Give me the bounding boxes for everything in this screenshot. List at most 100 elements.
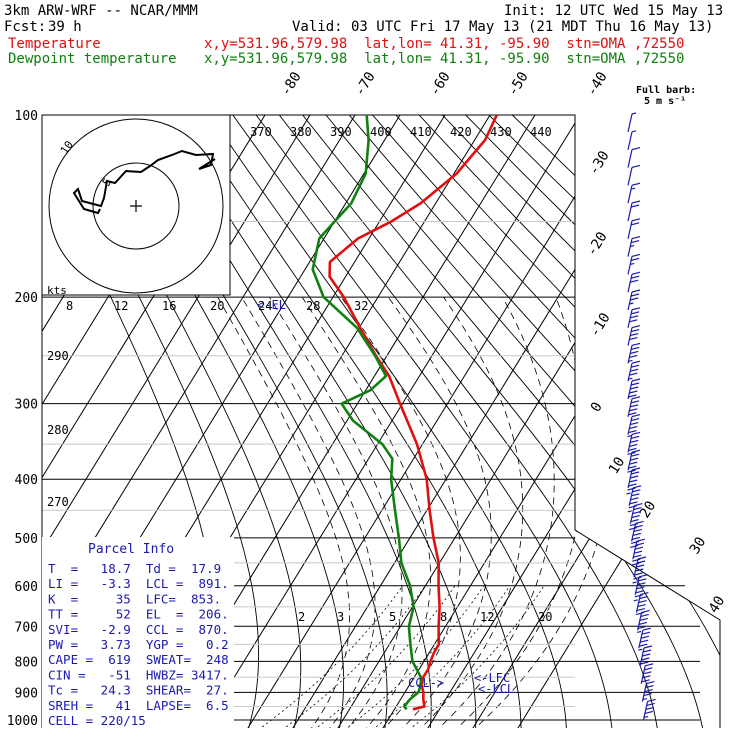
- wind-barb-staff: [627, 256, 633, 275]
- wind-barb-flag: [630, 257, 640, 261]
- wind-barb: [627, 112, 637, 133]
- wind-barb-flag: [634, 503, 643, 507]
- wind-barb-half: [627, 510, 632, 513]
- speed-scale-label: 20: [210, 299, 224, 313]
- parcel-info-row: SREH = 41 LAPSE= 6.5: [48, 698, 229, 713]
- wind-barb-half: [626, 492, 631, 495]
- moist-adiabat-line: [451, 296, 586, 728]
- wind-barb-flag: [628, 505, 637, 509]
- wind-barb-flag: [631, 562, 640, 566]
- wind-barb-flag: [630, 346, 640, 350]
- isotherm-label: 40: [706, 593, 729, 616]
- wind-barb-flag: [639, 639, 649, 643]
- wind-barb-flag: [642, 653, 651, 657]
- parcel-info-row: SVI= -2.9 CCL = 870.: [48, 622, 229, 637]
- wind-barb-staff: [641, 683, 647, 702]
- wind-barb-flag: [642, 649, 652, 653]
- speed-scale-label: 32: [354, 299, 368, 313]
- wind-barb-flag: [629, 408, 638, 412]
- wind-barb-flag: [630, 453, 640, 457]
- wind-barb-flag: [632, 558, 641, 562]
- wind-barb-flag: [630, 386, 639, 390]
- wind-barb-half: [643, 715, 649, 718]
- el-marker: <-EL: [257, 298, 286, 312]
- wind-barb-flag: [629, 390, 638, 394]
- wind-barb-flag: [646, 681, 655, 685]
- wind-barb-flag: [638, 578, 647, 582]
- wind-barb-staff: [629, 505, 635, 524]
- moist-adiabat-line: [469, 297, 616, 728]
- isotherm-label: -70: [352, 69, 379, 99]
- isotherm-line: [379, 115, 720, 728]
- wind-barb-flag: [635, 542, 645, 546]
- mixing-ratio-line: [404, 585, 545, 728]
- wind-barb: [643, 698, 656, 720]
- dry-adiabat-line: [209, 115, 568, 728]
- wind-barb-flag: [641, 609, 650, 613]
- mixing-ratio-label: 12: [480, 610, 494, 624]
- wind-barb-flag: [642, 675, 651, 679]
- speed-scale-label: 8: [66, 299, 73, 313]
- dry-adiabat-line: [185, 115, 522, 728]
- isotherm-line: [42, 115, 356, 728]
- wind-barb: [630, 520, 644, 548]
- wind-barb-flag: [636, 564, 645, 568]
- wind-barb: [627, 182, 641, 204]
- wind-barb-flag: [643, 671, 652, 675]
- wind-barb-staff: [627, 469, 633, 489]
- moist-adiabat-line: [387, 296, 492, 728]
- wind-barb: [627, 236, 641, 257]
- wind-barb: [627, 130, 637, 150]
- wind-barb-flag: [629, 354, 638, 358]
- wind-barb-flag: [628, 447, 637, 451]
- wind-barb-flag: [630, 368, 639, 372]
- mixing-ratio-label: 3: [337, 610, 344, 624]
- wind-barb-staff: [627, 452, 633, 471]
- wind-barb-flag: [633, 554, 642, 558]
- dry-adiabat-line: [92, 115, 345, 728]
- wind-barb-staff: [627, 167, 633, 186]
- wind-barb-flag: [639, 574, 648, 578]
- theta-label: 390: [330, 125, 352, 139]
- isotherm-label: -50: [505, 69, 532, 99]
- dry-adiabat-line: [418, 115, 720, 728]
- barb-legend-title: Full barb:: [636, 85, 696, 96]
- wind-barb: [628, 503, 643, 531]
- wind-barb-flag: [633, 550, 643, 554]
- pressure-tick-label: 300: [15, 398, 38, 413]
- speed-scale-label: 24: [258, 299, 272, 313]
- wind-barb-staff: [627, 398, 633, 417]
- isotherm-label: -40: [584, 69, 611, 99]
- wind-barb: [636, 609, 650, 633]
- pressure-tick-label: 100: [15, 109, 38, 124]
- ccl-marker: CCL->: [408, 676, 444, 690]
- wind-barb: [633, 574, 648, 602]
- wind-barb-flag: [630, 315, 639, 319]
- wind-barb-flag: [632, 532, 642, 536]
- isotherm-label: -20: [584, 229, 611, 259]
- wind-barb-flag: [640, 613, 649, 617]
- mixing-ratio-line: [253, 585, 404, 728]
- dry-adiabat-line: [348, 115, 720, 728]
- wind-barb-flag: [640, 592, 649, 596]
- model-title: 3km ARW-WRF -- NCAR/MMM: [4, 3, 198, 19]
- mixing-ratio-label: 2: [298, 610, 305, 624]
- wind-barb-flag: [639, 617, 648, 621]
- wind-barb-flag: [644, 689, 653, 693]
- wind-barb: [641, 681, 655, 702]
- wind-barb-flag: [630, 350, 639, 354]
- wind-barb-flag: [641, 679, 650, 683]
- wind-barb-flag: [639, 596, 648, 600]
- isotherm-label: 20: [637, 498, 660, 521]
- wind-barb-flag: [629, 501, 638, 505]
- parcel-info-row: LI = -3.3 LCL = 891.: [48, 576, 229, 591]
- wind-barb-flag: [628, 465, 637, 469]
- wind-barb-flag: [637, 604, 646, 608]
- wind-barb-flag: [635, 568, 644, 572]
- parcel-info-row: PW = 3.73 YGP = 0.2: [48, 637, 229, 652]
- isotherm-line: [514, 115, 720, 728]
- pressure-tick-label: 800: [15, 655, 38, 670]
- isotherm-label: -30: [586, 148, 613, 178]
- wind-barb-flag: [643, 645, 653, 649]
- dry-adiabat-line: [372, 115, 720, 728]
